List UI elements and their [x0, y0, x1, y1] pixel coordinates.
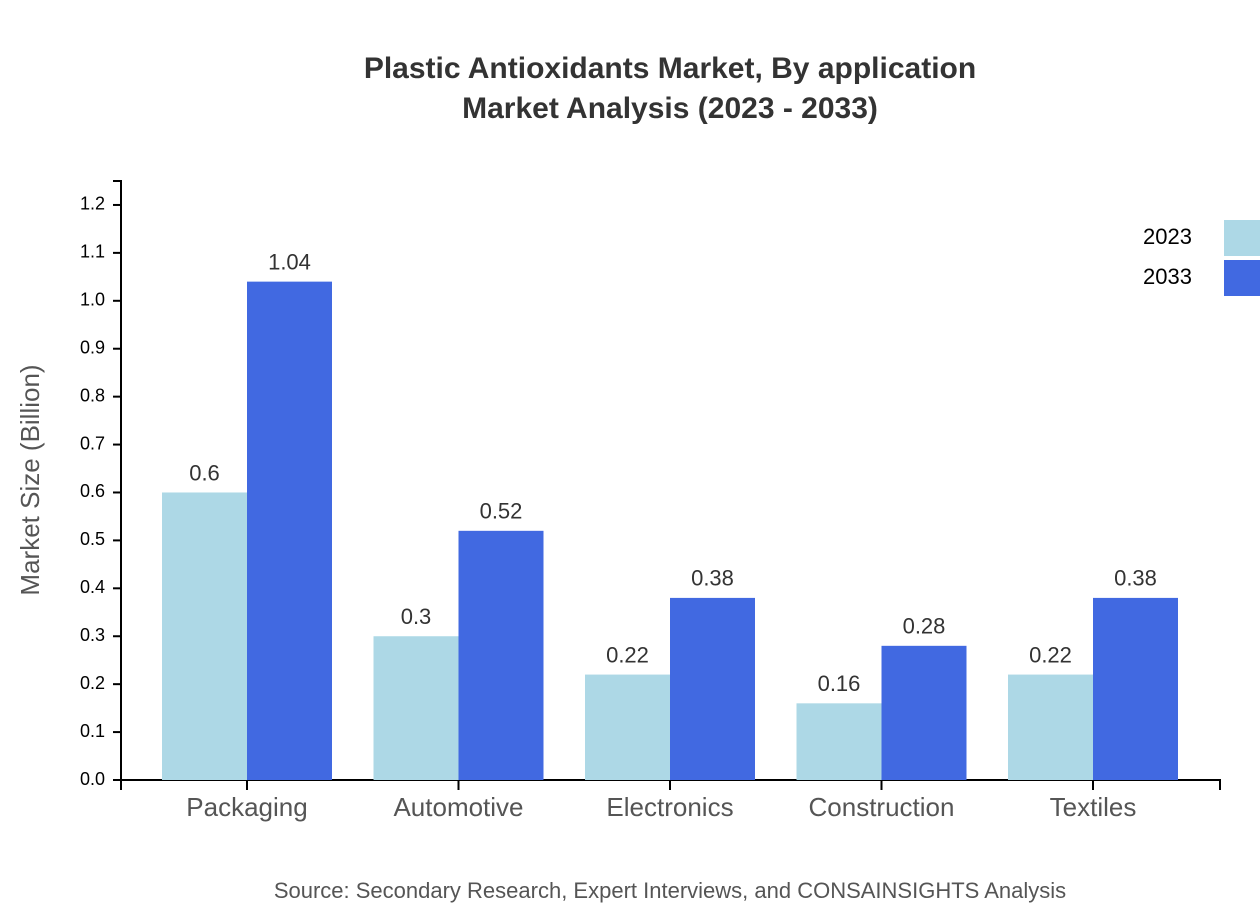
y-tick-label: 1.0 — [80, 290, 105, 310]
data-label: 0.6 — [189, 460, 220, 485]
data-label: 0.28 — [903, 614, 946, 639]
data-label: 0.52 — [480, 499, 523, 524]
legend-label: 2033 — [1143, 264, 1192, 289]
bar — [373, 636, 459, 780]
bar — [881, 645, 967, 780]
y-tick-label: 0.6 — [80, 481, 105, 501]
bar — [1008, 674, 1093, 780]
legend-label: 2023 — [1143, 224, 1192, 249]
bar — [796, 703, 882, 780]
y-axis-label: Market Size (Billion) — [15, 364, 45, 595]
y-tick-label: 0.0 — [80, 769, 105, 789]
y-tick-label: 0.1 — [80, 721, 105, 741]
data-label: 0.22 — [606, 642, 649, 667]
y-tick-label: 0.8 — [80, 385, 105, 405]
x-tick-label: Construction — [809, 792, 955, 822]
bar — [585, 674, 670, 780]
y-tick-label: 0.3 — [80, 625, 105, 645]
y-axis — [113, 180, 122, 780]
data-label: 0.22 — [1029, 642, 1072, 667]
y-tick-label: 0.7 — [80, 433, 105, 453]
bar — [1093, 597, 1178, 780]
y-tick-label: 0.4 — [80, 577, 105, 597]
y-tick-label: 1.2 — [80, 194, 105, 214]
y-tick-label: 1.1 — [80, 242, 105, 262]
data-label: 0.16 — [818, 671, 861, 696]
y-tick-label: 0.9 — [80, 337, 105, 357]
chart-title: Plastic Antioxidants Market, By applicat… — [364, 52, 976, 85]
bar — [247, 281, 332, 780]
y-tick-label: 0.2 — [80, 673, 105, 693]
x-tick-label: Automotive — [393, 792, 523, 822]
bar — [162, 492, 247, 780]
legend-swatch — [1224, 260, 1260, 296]
x-tick-label: Textiles — [1050, 792, 1137, 822]
data-label: 0.3 — [401, 604, 432, 629]
x-tick-label: Packaging — [186, 792, 307, 822]
data-label: 1.04 — [268, 249, 311, 274]
y-tick-label: 0.5 — [80, 529, 105, 549]
legend-swatch — [1224, 220, 1260, 256]
data-label: 0.38 — [1114, 566, 1157, 591]
x-tick-label: Electronics — [606, 792, 733, 822]
bar — [458, 530, 544, 780]
source-note: Source: Secondary Research, Expert Inter… — [274, 878, 1066, 903]
bar — [670, 597, 755, 780]
chart-subtitle: Market Analysis (2023 - 2033) — [462, 92, 878, 125]
data-label: 0.38 — [691, 566, 734, 591]
